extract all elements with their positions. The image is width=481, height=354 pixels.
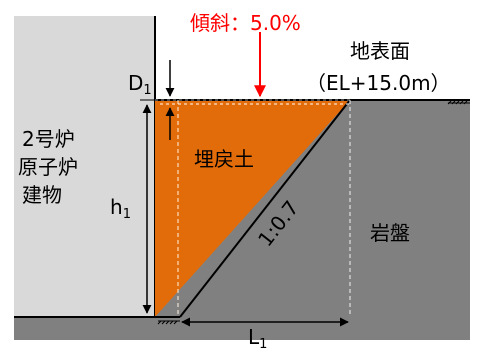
- backfill-soil: [155, 100, 350, 317]
- ground-surface-label: 地表面: [350, 39, 410, 63]
- dimension-h-subscript: 1: [123, 207, 131, 222]
- dimension-d-subscript: 1: [143, 83, 151, 98]
- building-label-line2: 原子炉: [18, 155, 78, 179]
- bedrock-label: 岩盤: [370, 221, 410, 245]
- ground-hatch-symbol-right: [447, 100, 470, 105]
- dimension-l-subscript: 1: [259, 337, 267, 352]
- backfill-label: 埋戻土: [194, 147, 254, 171]
- dimension-d-label: D1: [128, 71, 152, 98]
- dimension-l-label: L1: [248, 325, 267, 352]
- dimension-h-label: h1: [110, 195, 131, 222]
- building-label-line3: 建物: [22, 183, 62, 207]
- building-label-line1: 2号炉: [22, 127, 75, 151]
- elevation-label: （EL+15.0m）: [306, 71, 451, 95]
- slope-label: 傾斜：5.0%: [190, 11, 301, 35]
- reactor-building: [14, 16, 155, 316]
- slope-line: [179, 99, 351, 318]
- ground-hatch-symbol-base: [157, 320, 180, 325]
